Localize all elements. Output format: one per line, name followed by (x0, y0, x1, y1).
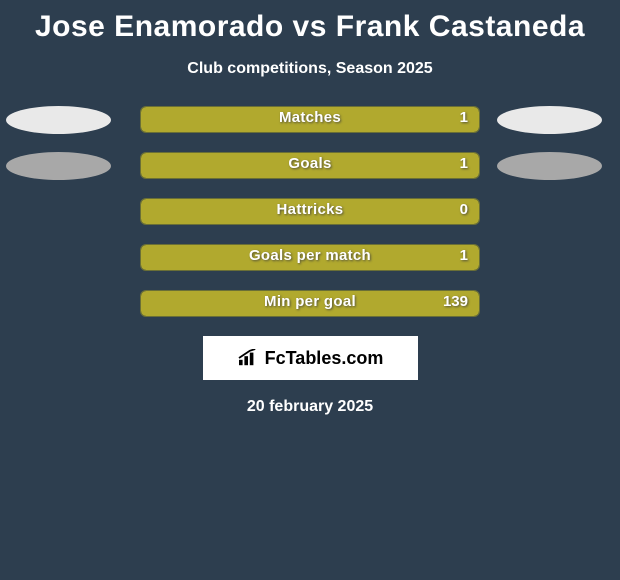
bar-fill (141, 153, 479, 178)
stat-row: Goals 1 (0, 152, 620, 180)
stat-row: Goals per match 1 (0, 244, 620, 272)
bar-track (140, 198, 480, 225)
bar-track (140, 152, 480, 179)
subtitle: Club competitions, Season 2025 (0, 60, 620, 78)
right-marker (497, 152, 602, 180)
date-line: 20 february 2025 (0, 398, 620, 416)
bar-fill (141, 199, 479, 224)
bar-track (140, 244, 480, 271)
left-marker (6, 152, 111, 180)
stat-row: Min per goal 139 (0, 290, 620, 318)
logo-text: FcTables.com (265, 348, 384, 369)
bar-fill (141, 245, 479, 270)
left-marker (6, 106, 111, 134)
bar-track (140, 106, 480, 133)
bar-chart-icon (237, 349, 259, 367)
page-title: Jose Enamorado vs Frank Castaneda (0, 0, 620, 44)
comparison-chart: Matches 1 Goals 1 Hattricks 0 Goals per … (0, 106, 620, 318)
right-marker (497, 106, 602, 134)
bar-track (140, 290, 480, 317)
bar-fill (141, 107, 479, 132)
stat-row: Hattricks 0 (0, 198, 620, 226)
logo-box: FcTables.com (203, 336, 418, 380)
logo: FcTables.com (237, 348, 384, 369)
stat-row: Matches 1 (0, 106, 620, 134)
bar-fill (141, 291, 479, 316)
